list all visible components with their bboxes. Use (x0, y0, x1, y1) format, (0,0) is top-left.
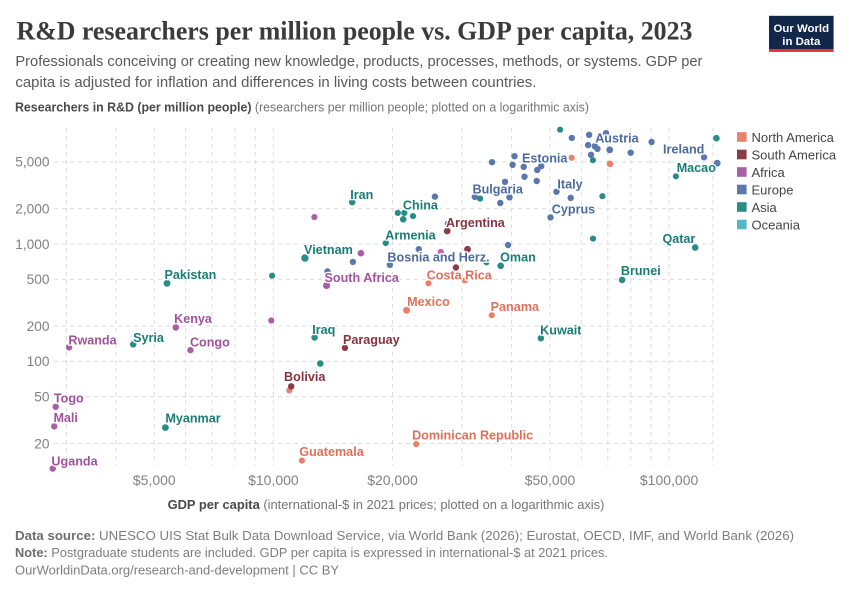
svg-text:Bosnia and Herz.: Bosnia and Herz. (387, 250, 489, 264)
svg-text:Asia: Asia (752, 200, 778, 215)
svg-text:$50,000: $50,000 (525, 472, 576, 488)
svg-text:Iraq: Iraq (312, 323, 335, 337)
svg-text:Paraguay: Paraguay (343, 333, 400, 347)
svg-text:Our World: Our World (774, 23, 830, 35)
svg-text:Syria: Syria (133, 331, 165, 345)
svg-text:500: 500 (27, 272, 50, 287)
svg-text:Guatemala: Guatemala (299, 445, 364, 459)
svg-text:Africa: Africa (752, 165, 786, 180)
svg-text:5,000: 5,000 (15, 155, 50, 170)
svg-text:capita is adjusted for inflati: capita is adjusted for inflation and dif… (15, 75, 536, 91)
svg-text:Bulgaria: Bulgaria (473, 182, 524, 196)
svg-text:North America: North America (752, 130, 835, 145)
svg-text:1,000: 1,000 (15, 237, 50, 252)
svg-text:South America: South America (752, 147, 837, 162)
svg-text:Ireland: Ireland (663, 143, 704, 157)
svg-text:Pakistan: Pakistan (164, 268, 216, 282)
svg-text:Myanmar: Myanmar (165, 411, 220, 425)
svg-text:Oman: Oman (500, 250, 536, 264)
svg-text:Italy: Italy (557, 177, 582, 191)
svg-text:$100,000: $100,000 (640, 472, 699, 488)
svg-text:Uganda: Uganda (51, 455, 98, 469)
svg-text:$20,000: $20,000 (367, 472, 418, 488)
svg-text:South Africa: South Africa (324, 271, 399, 285)
svg-text:Vietnam: Vietnam (304, 243, 353, 257)
svg-text:Note: Postgraduate students ar: Note: Postgraduate students are included… (15, 545, 608, 560)
svg-text:Argentina: Argentina (446, 216, 506, 230)
svg-text:Brunei: Brunei (621, 264, 661, 278)
svg-text:50: 50 (34, 390, 50, 405)
svg-text:Rwanda: Rwanda (68, 334, 117, 348)
svg-text:China: China (403, 198, 439, 212)
svg-text:OurWorldinData.org/research-an: OurWorldinData.org/research-and-developm… (15, 562, 339, 577)
svg-text:Mexico: Mexico (407, 295, 450, 309)
svg-text:Qatar: Qatar (662, 232, 695, 246)
svg-text:Bolivia: Bolivia (284, 370, 326, 384)
svg-text:Mali: Mali (53, 411, 78, 425)
svg-text:Estonia: Estonia (522, 151, 568, 165)
svg-text:Panama: Panama (491, 300, 540, 314)
svg-text:Kuwait: Kuwait (540, 324, 582, 338)
svg-text:Kenya: Kenya (174, 312, 213, 326)
svg-text:Professionals conceiving or cr: Professionals conceiving or creating new… (15, 54, 702, 70)
svg-text:Austria: Austria (595, 132, 639, 146)
svg-text:100: 100 (27, 354, 50, 369)
svg-text:Oceania: Oceania (752, 217, 801, 232)
svg-text:200: 200 (27, 319, 50, 334)
svg-text:$10,000: $10,000 (248, 472, 299, 488)
svg-text:$5,000: $5,000 (133, 472, 176, 488)
svg-text:in Data: in Data (782, 36, 821, 48)
svg-text:Cyprus: Cyprus (552, 203, 595, 217)
svg-text:Data source: UNESCO UIS Stat B: Data source: UNESCO UIS Stat Bulk Data D… (15, 528, 794, 543)
svg-text:Iran: Iran (350, 188, 373, 202)
svg-text:Dominican Republic: Dominican Republic (412, 429, 533, 443)
svg-text:Togo: Togo (54, 391, 84, 405)
svg-text:R&D researchers per million pe: R&D researchers per million people vs. G… (17, 16, 693, 46)
svg-text:Europe: Europe (752, 182, 794, 197)
svg-text:Macao: Macao (677, 161, 717, 175)
svg-text:Congo: Congo (190, 335, 230, 349)
svg-text:Researchers in R&D (per millio: Researchers in R&D (per million people) … (15, 100, 589, 115)
svg-text:2,000: 2,000 (15, 202, 50, 217)
svg-text:GDP per capita (international-: GDP per capita (international-$ in 2021 … (168, 497, 605, 512)
svg-text:Costa Rica: Costa Rica (427, 269, 493, 283)
svg-text:Armenia: Armenia (385, 228, 436, 242)
svg-text:20: 20 (34, 436, 50, 451)
